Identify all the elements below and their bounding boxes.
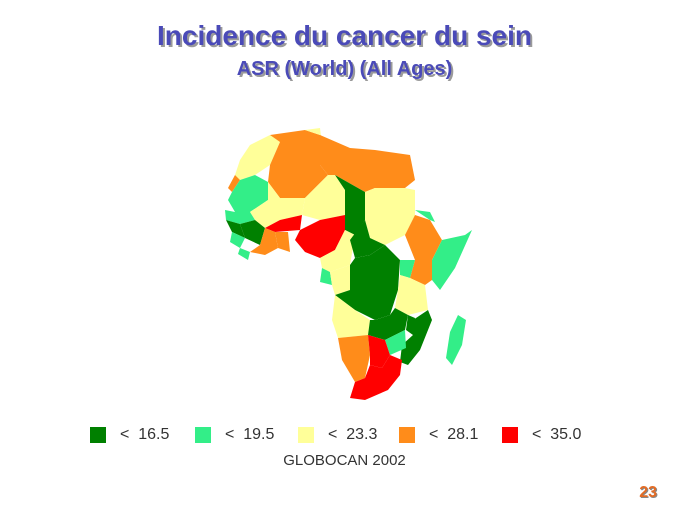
region-egypt	[375, 150, 415, 188]
legend-item: < 16.5	[90, 425, 169, 445]
region-algeria	[268, 130, 328, 198]
region-guinea	[240, 220, 265, 245]
region-mauritania	[228, 175, 268, 212]
page-number: 23	[639, 484, 657, 501]
region-nigeria	[295, 215, 345, 258]
region-car	[350, 220, 385, 258]
slide-subtitle: ASR (World) (All Ages)	[236, 58, 453, 80]
legend-swatch	[298, 427, 314, 443]
region-eritrea	[415, 210, 435, 222]
slide-title: Incidence du cancer du sein	[156, 20, 532, 51]
region-burkina	[265, 215, 302, 232]
legend-item: < 23.3	[298, 425, 377, 445]
region-malawi	[406, 315, 415, 335]
africa-map	[225, 128, 472, 400]
legend-label: < 16.5	[120, 426, 170, 443]
region-somalia	[432, 230, 472, 290]
region-south-africa	[350, 355, 402, 400]
region-senegal	[225, 210, 255, 224]
legend-swatch	[502, 427, 518, 443]
region-libya	[320, 135, 375, 192]
region-niger	[302, 175, 345, 220]
region-uganda	[400, 260, 415, 278]
region-guinea-bissau	[226, 220, 245, 238]
region-ghana	[275, 232, 290, 252]
region-zambia	[368, 308, 408, 340]
legend-item: < 19.5	[195, 425, 274, 445]
region-liberia	[238, 248, 250, 260]
region-sudan	[365, 188, 415, 245]
region-cote-divoire	[250, 228, 278, 255]
legend-label: < 23.3	[328, 426, 378, 443]
legend-label: < 35.0	[532, 426, 582, 443]
region-mali	[250, 182, 305, 228]
region-botswana	[368, 335, 390, 368]
legend-label: < 19.5	[225, 426, 275, 443]
legend-label: < 28.1	[429, 426, 479, 443]
legend-swatch	[195, 427, 211, 443]
region-chad	[335, 175, 365, 235]
region-namibia	[338, 335, 370, 382]
region-cameroon	[320, 230, 355, 272]
region-morocco	[235, 135, 280, 180]
region-zimbabwe	[385, 330, 406, 355]
legend-item: < 35.0	[502, 425, 581, 445]
region-sierra-leone	[230, 232, 245, 248]
region-drc	[335, 245, 400, 320]
legend-swatch	[90, 427, 106, 443]
region-gabon	[320, 268, 332, 285]
map-legend: < 16.5 < 19.5 < 23.3 < 28.1 < 35.0	[90, 425, 610, 447]
legend-item: < 28.1	[399, 425, 478, 445]
region-tanzania	[395, 275, 428, 315]
region-ethiopia	[405, 215, 442, 260]
legend-swatch	[399, 427, 415, 443]
region-congo	[330, 265, 350, 295]
region-mozambique	[400, 310, 432, 365]
region-angola	[332, 295, 370, 338]
source-label: GLOBOCAN 2002	[283, 452, 406, 469]
region-madagascar	[446, 315, 466, 365]
region-western-sahara	[228, 175, 240, 192]
region-kenya	[410, 260, 432, 285]
